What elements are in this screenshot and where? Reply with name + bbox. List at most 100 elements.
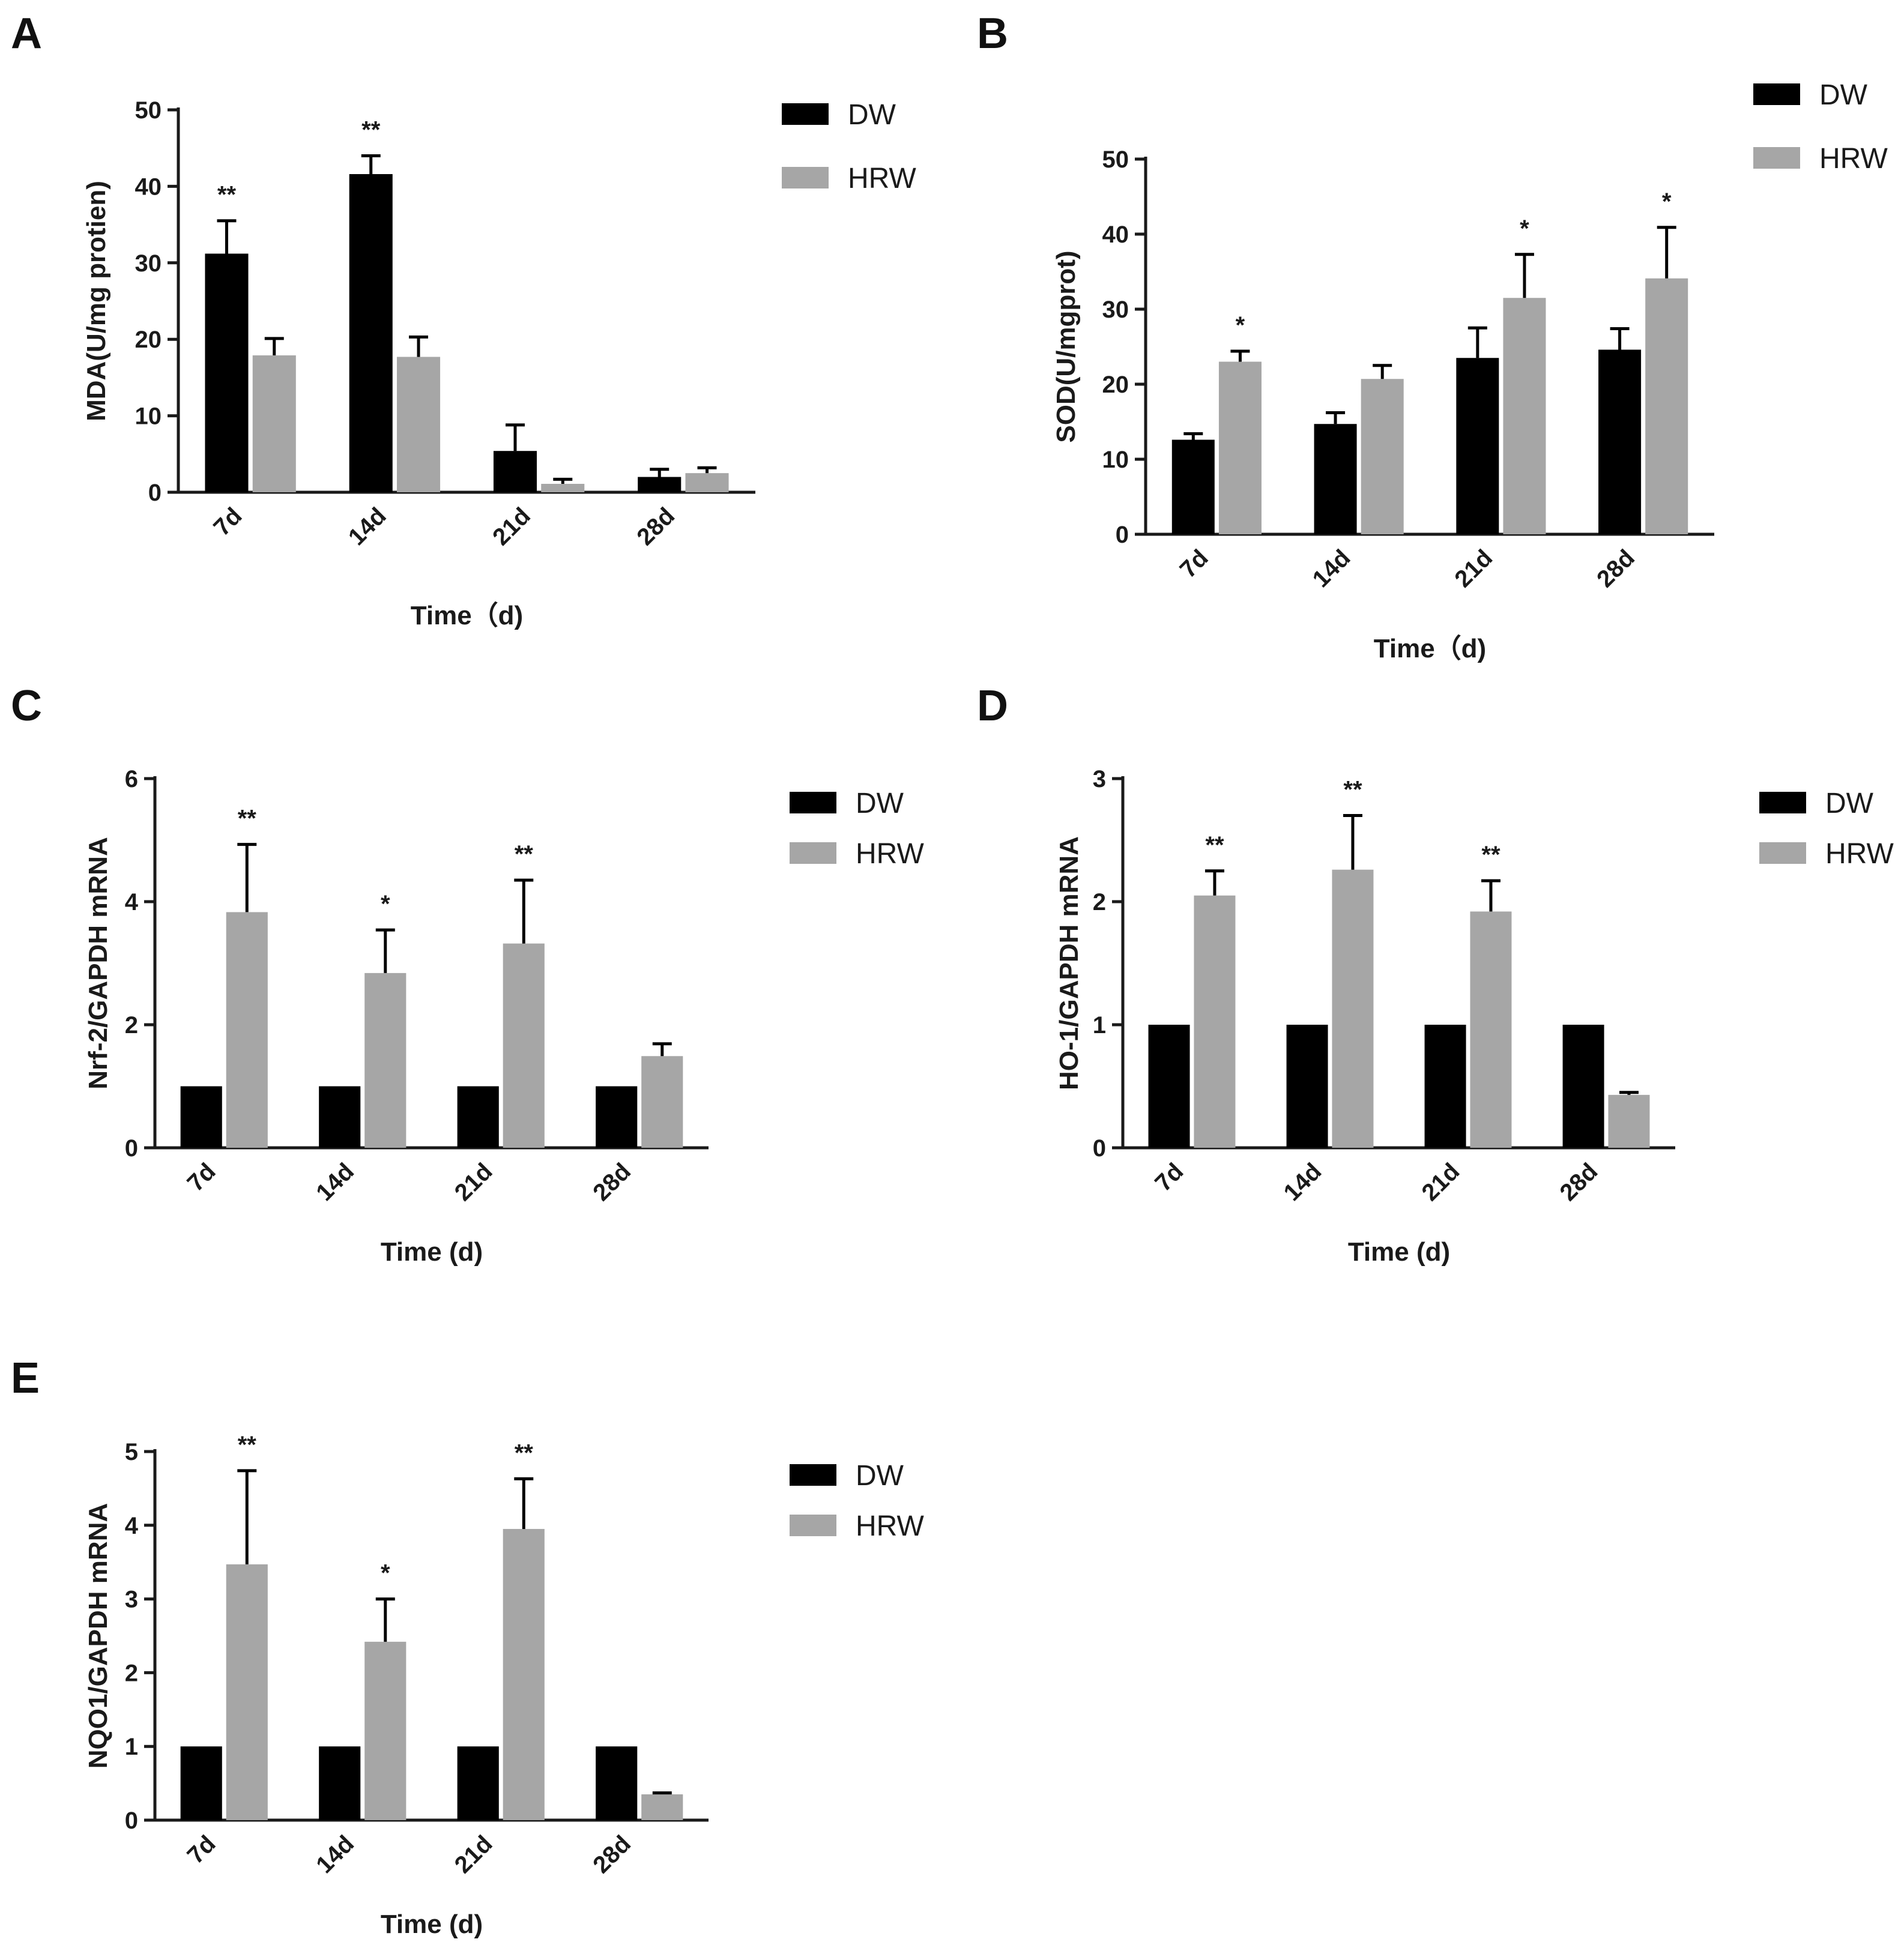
bar-hrw-7d xyxy=(1218,361,1262,534)
x-axis-title: Time (d) xyxy=(1348,1237,1450,1267)
y-tick-label: 10 xyxy=(135,403,162,430)
legend-label-dw: DW xyxy=(856,788,904,819)
significance-label: ** xyxy=(515,1440,534,1466)
bar-dw-21d xyxy=(493,451,537,492)
y-tick-label: 2 xyxy=(125,1660,138,1686)
y-tick-label: 3 xyxy=(125,1587,138,1613)
significance-label: * xyxy=(1520,216,1529,242)
y-axis-title: MDA(U/mg protien) xyxy=(82,181,111,421)
bar-dw-21d xyxy=(1424,1025,1466,1148)
bar-hrw-14d xyxy=(364,972,406,1148)
bar-dw-14d xyxy=(319,1086,361,1148)
significance-label: * xyxy=(1662,188,1672,215)
legend-swatch-dw xyxy=(790,1464,836,1486)
panel-letter: D xyxy=(977,682,1008,730)
x-axis-title: Time（d) xyxy=(411,601,523,630)
y-tick-label: 3 xyxy=(1093,766,1106,792)
legend-swatch-dw xyxy=(1759,792,1806,813)
bar-hrw-7d xyxy=(226,1564,268,1820)
bar-dw-28d xyxy=(1562,1025,1604,1148)
y-tick-label: 30 xyxy=(1102,297,1129,323)
y-tick-label: 20 xyxy=(1102,372,1129,398)
bar-hrw-14d xyxy=(1361,379,1404,534)
y-tick-label: 1 xyxy=(125,1734,138,1760)
bar-hrw-7d xyxy=(1194,895,1236,1148)
bar-dw-28d xyxy=(596,1086,638,1148)
y-tick-label: 2 xyxy=(125,1012,138,1039)
y-axis-title: NQO1/GAPDH mRNA xyxy=(83,1503,113,1769)
bar-dw-14d xyxy=(349,174,393,492)
bar-hrw-28d xyxy=(641,1056,683,1148)
legend-swatch-dw xyxy=(782,103,829,125)
x-axis-title: Time (d) xyxy=(381,1237,483,1267)
significance-label: ** xyxy=(238,1432,257,1458)
legend-label-dw: DW xyxy=(1825,788,1874,819)
bar-hrw-28d xyxy=(1608,1094,1650,1148)
legend-label-dw: DW xyxy=(1819,79,1868,111)
y-tick-label: 10 xyxy=(1102,447,1129,473)
y-tick-label: 0 xyxy=(1116,522,1129,548)
bar-hrw-14d xyxy=(364,1641,406,1820)
x-axis-title: Time (d) xyxy=(381,1910,483,1939)
y-tick-label: 0 xyxy=(1093,1135,1106,1162)
y-tick-label: 0 xyxy=(125,1808,138,1834)
y-tick-label: 0 xyxy=(148,480,162,506)
bar-dw-14d xyxy=(1314,424,1357,534)
y-tick-label: 1 xyxy=(1093,1012,1106,1039)
bar-hrw-21d xyxy=(503,1528,545,1820)
significance-label: * xyxy=(1236,312,1245,339)
y-tick-label: 40 xyxy=(1102,222,1129,248)
legend-label-hrw: HRW xyxy=(1825,838,1894,870)
panel-letter: A xyxy=(11,10,42,58)
panel-letter: B xyxy=(977,10,1008,58)
bar-dw-7d xyxy=(1171,439,1215,534)
y-tick-label: 50 xyxy=(1102,146,1129,173)
legend-swatch-hrw xyxy=(790,842,836,864)
y-tick-label: 4 xyxy=(125,1513,139,1539)
y-tick-label: 4 xyxy=(125,889,139,915)
bar-hrw-7d xyxy=(252,355,296,492)
bar-dw-28d xyxy=(596,1746,638,1820)
bar-dw-28d xyxy=(1598,349,1642,534)
legend-label-hrw: HRW xyxy=(1819,143,1888,175)
significance-label: ** xyxy=(361,116,381,143)
bar-dw-7d xyxy=(205,253,249,492)
y-tick-label: 5 xyxy=(125,1439,138,1465)
bar-hrw-21d xyxy=(1503,298,1546,534)
y-tick-label: 20 xyxy=(135,327,162,353)
legend-label-hrw: HRW xyxy=(856,838,924,870)
significance-label: * xyxy=(381,891,390,917)
legend-label-dw: DW xyxy=(848,99,896,131)
bar-dw-21d xyxy=(1456,358,1499,534)
legend-swatch-hrw xyxy=(782,167,829,188)
bar-hrw-14d xyxy=(1332,869,1374,1148)
y-tick-label: 0 xyxy=(125,1135,138,1162)
bar-dw-7d xyxy=(180,1746,222,1820)
bar-dw-21d xyxy=(457,1086,499,1148)
significance-label: * xyxy=(381,1560,390,1587)
legend-swatch-hrw xyxy=(1753,147,1800,169)
legend-swatch-dw xyxy=(790,792,836,813)
bar-dw-14d xyxy=(1286,1025,1328,1148)
bar-dw-28d xyxy=(638,477,682,492)
y-axis-title: SOD(U/mgprot) xyxy=(1051,250,1081,442)
y-axis-title: HO-1/GAPDH mRNA xyxy=(1054,836,1084,1090)
y-tick-label: 30 xyxy=(135,250,162,277)
significance-label: ** xyxy=(1343,777,1362,803)
bar-hrw-7d xyxy=(226,912,268,1148)
y-tick-label: 50 xyxy=(135,97,162,124)
legend-label-hrw: HRW xyxy=(856,1510,924,1542)
bar-hrw-21d xyxy=(1470,911,1512,1148)
y-tick-label: 2 xyxy=(1093,889,1106,915)
bar-dw-14d xyxy=(319,1746,361,1820)
panel-letter: E xyxy=(11,1354,40,1402)
legend-swatch-dw xyxy=(1753,83,1800,105)
y-tick-label: 40 xyxy=(135,173,162,200)
significance-label: ** xyxy=(217,182,237,208)
significance-label: ** xyxy=(1481,842,1501,868)
